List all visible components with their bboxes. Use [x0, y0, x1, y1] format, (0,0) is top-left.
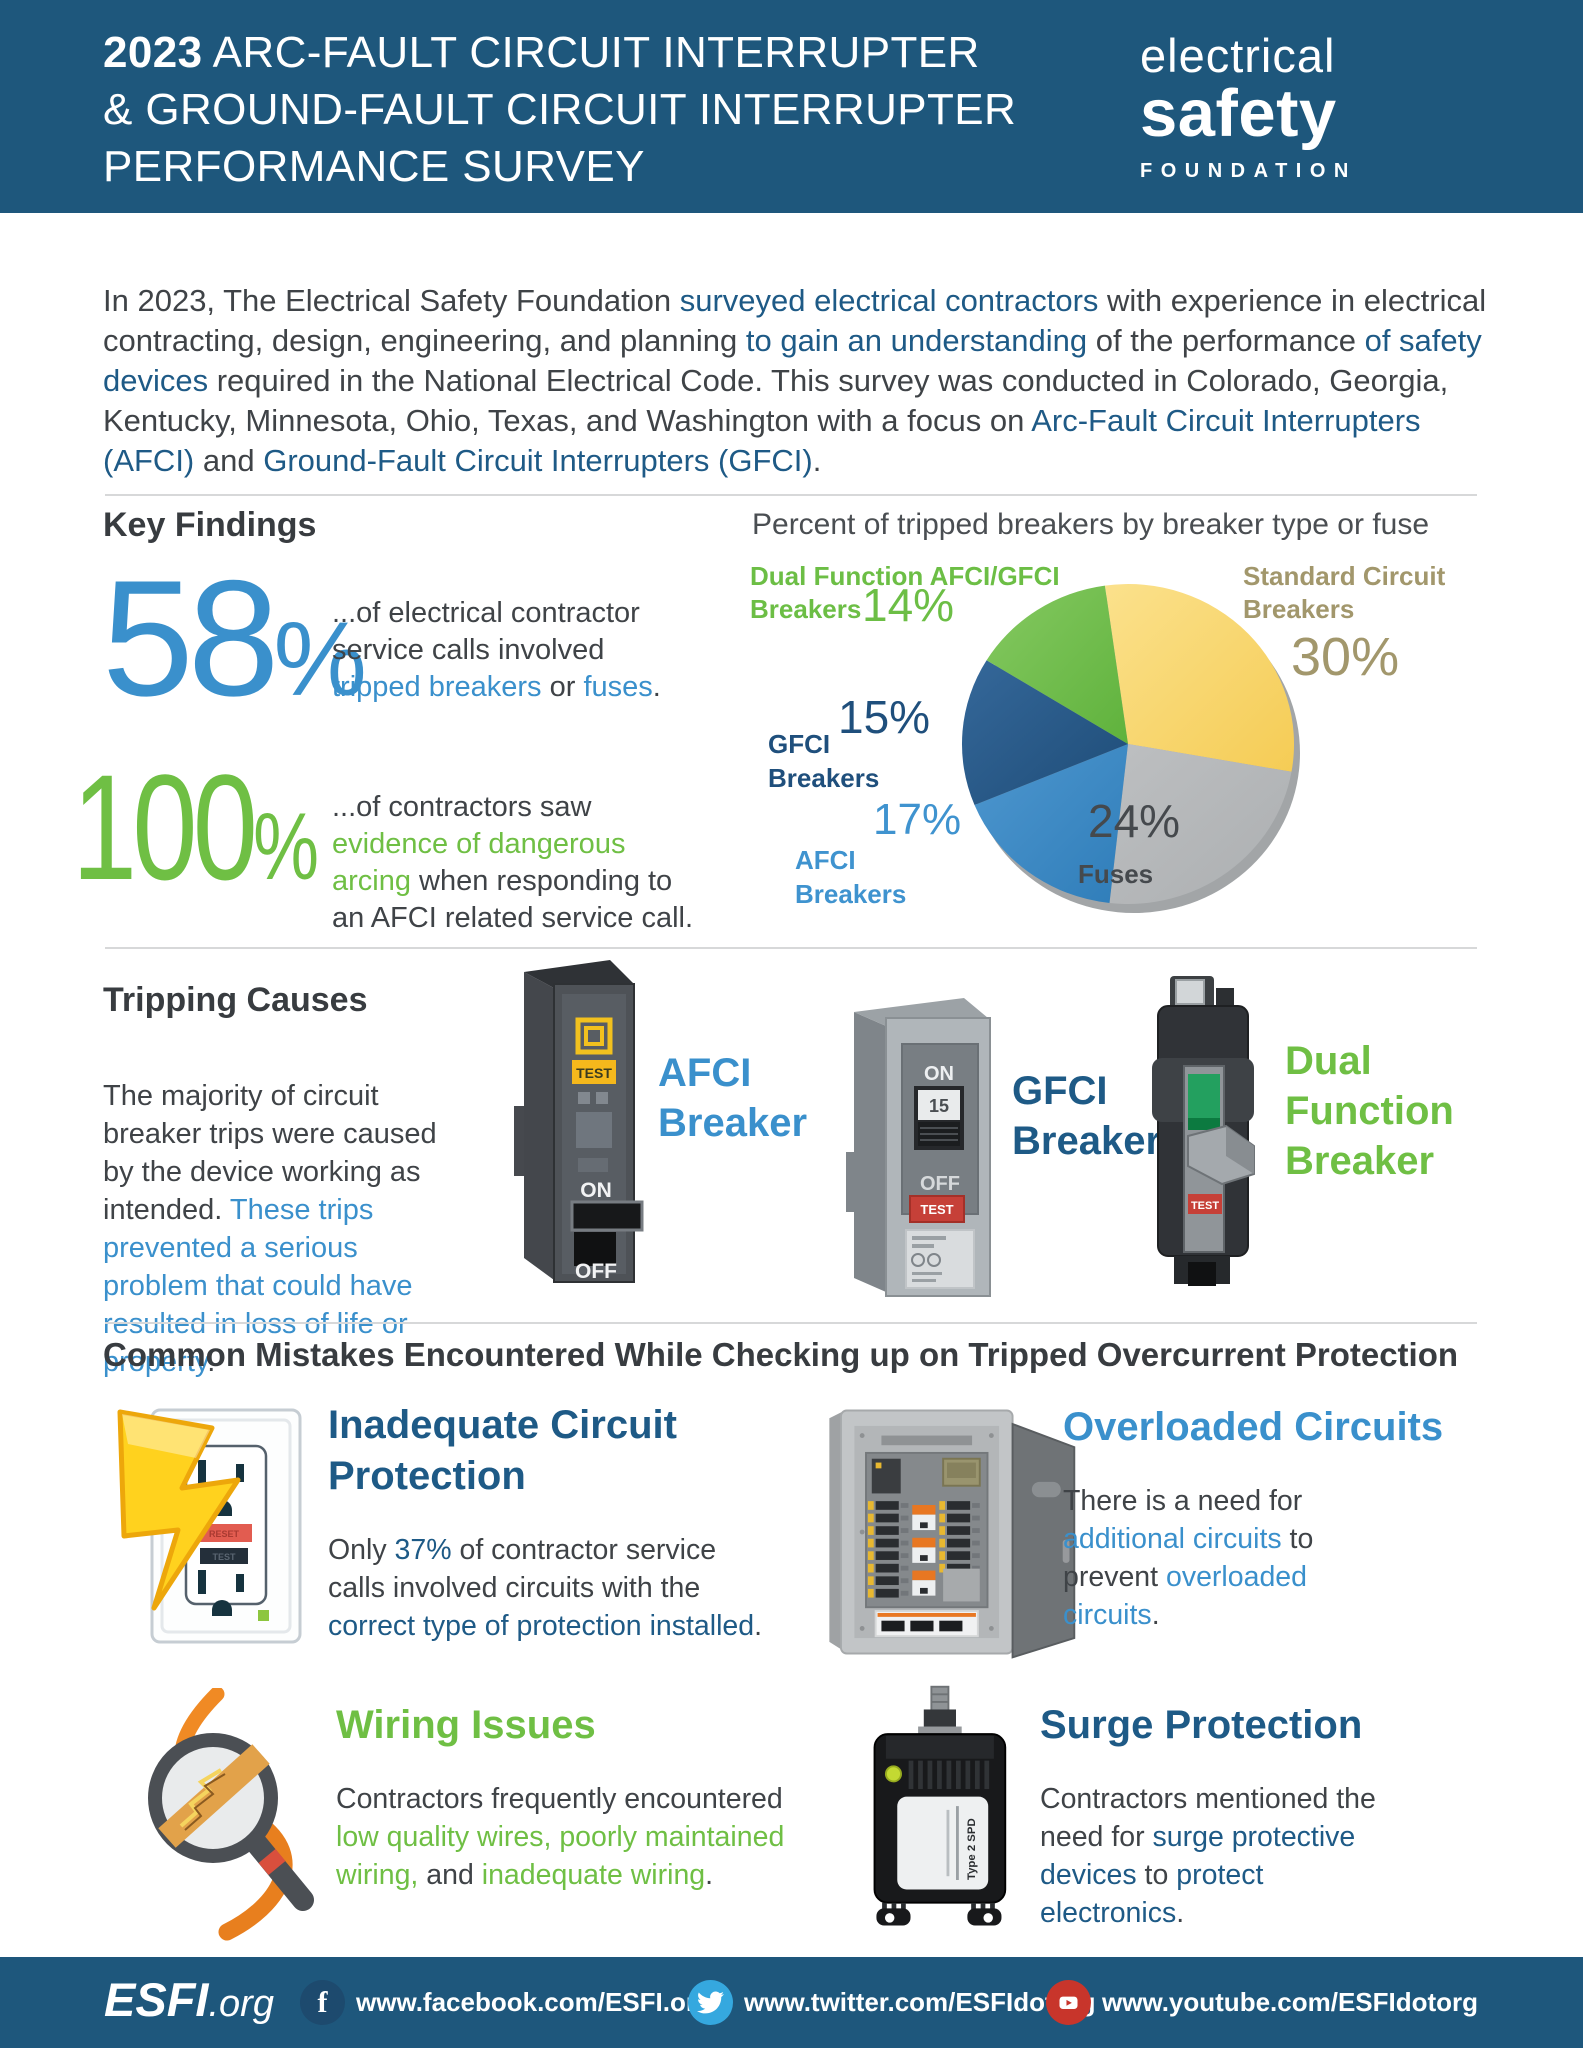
mistake-body: Contractors frequently encountered low q…	[336, 1782, 785, 1891]
outlet-test-label: TEST	[212, 1552, 236, 1562]
stat-58-caption: ...of electrical contractor service call…	[332, 597, 661, 703]
gfci-test-label: TEST	[920, 1202, 953, 1217]
esfi-logo: electrical safety FOUNDATION	[1140, 28, 1357, 183]
surge-device-icon: Type 2 SPD	[873, 1685, 1007, 1926]
mistake-body: Only 37% of contractor service calls inv…	[328, 1533, 763, 1642]
magnifier-wire-icon	[148, 1688, 314, 1941]
dual-function-breaker-label: Dual Function Breaker	[1285, 1039, 1454, 1183]
mistake-title: Surge Protection	[1040, 1703, 1363, 1747]
section-divider	[105, 494, 1477, 496]
title-line-1: ARC-FAULT CIRCUIT INTERRUPTER	[202, 28, 980, 77]
mistake-title: Inadequate Circuit Protection	[328, 1403, 677, 1498]
mistake-item-inadequate-protection: Inadequate Circuit Protection Only 37% o…	[328, 1400, 788, 1673]
gfci-breaker-label: GFCI Breaker	[1012, 1069, 1162, 1163]
mistake-title: Overloaded Circuits	[1063, 1405, 1444, 1449]
pie-slice-afci-breakers	[974, 744, 1128, 903]
pie-slice-dual-function-afci-gfci-breakers	[986, 585, 1128, 744]
intro-paragraph: In 2023, The Electrical Safety Foundatio…	[103, 283, 1487, 478]
panel-breaker-rows	[867, 1501, 980, 1598]
gfci-off-label: OFF	[920, 1173, 960, 1195]
mistake-item-surge-protection: Surge Protection Contractors mentioned t…	[1040, 1700, 1472, 1960]
stat-100-caption: ...of contractors saw evidence of danger…	[332, 791, 694, 934]
logo-word-safety: safety	[1140, 76, 1337, 151]
footer-youtube-link[interactable]: www.youtube.com/ESFIdotorg	[1046, 1957, 1478, 2048]
afci-breaker-illustration: TEST ON OFF	[514, 960, 644, 1283]
header-bar: 2023 ARC-FAULT CIRCUIT INTERRUPTER & GRO…	[0, 0, 1583, 213]
surge-led-indicator	[884, 1765, 902, 1783]
title-line-3: PERFORMANCE SURVEY	[103, 142, 645, 191]
pie-slice-gfci-breakers	[961, 660, 1128, 805]
lightning-outlet-icon: RESET TEST	[117, 1408, 302, 1644]
afci-breaker-label: AFCI Breaker	[658, 1051, 808, 1145]
logo-word-foundation: FOUNDATION	[1140, 160, 1357, 182]
footer-twitter-link[interactable]: www.twitter.com/ESFIdotorg	[688, 1957, 1096, 2048]
esfi-org-brand[interactable]: ESFI.org	[104, 1973, 274, 2026]
afci-on-label: ON	[580, 1179, 612, 1202]
page-title: 2023 ARC-FAULT CIRCUIT INTERRUPTER & GRO…	[103, 24, 1016, 195]
logo-word-electrical: electrical	[1140, 29, 1336, 82]
tripping-causes-paragraph: The majority of circuit breaker trips we…	[103, 1080, 437, 1378]
mistake-title: Wiring Issues	[336, 1703, 596, 1747]
facebook-icon: f	[300, 1980, 345, 2025]
key-findings-heading: Key Findings	[103, 506, 317, 544]
youtube-icon	[1046, 1980, 1091, 2025]
pie-chart	[961, 584, 1300, 913]
lightning-bolt-icon	[117, 1409, 241, 1611]
tripping-causes-heading: Tripping Causes	[103, 981, 368, 1019]
stat-100-percent: 100%	[72, 743, 320, 911]
gfci-rocker-label: 15	[929, 1096, 949, 1116]
gfci-on-label: ON	[924, 1063, 954, 1085]
title-line-2: & GROUND-FAULT CIRCUIT INTERRUPTER	[103, 85, 1017, 134]
twitter-icon	[688, 1980, 733, 2025]
dual-function-breaker-illustration: TEST	[1152, 976, 1255, 1286]
title-year: 2023	[103, 28, 203, 77]
surge-device-label: Type 2 SPD	[966, 1818, 978, 1880]
afci-off-label: OFF	[575, 1260, 617, 1283]
mistake-body: Contractors mentioned the need for surge…	[1040, 1782, 1376, 1929]
mistake-item-wiring-issues: Wiring Issues Contractors frequently enc…	[336, 1700, 818, 1922]
outlet-reset-label: RESET	[209, 1529, 240, 1539]
stat-58-percent: 58%	[102, 546, 367, 730]
afci-test-label: TEST	[576, 1065, 612, 1081]
dual-test-label: TEST	[1191, 1200, 1219, 1212]
section-divider	[105, 1322, 1477, 1324]
footer-facebook-link[interactable]: f www.facebook.com/ESFI.org	[300, 1957, 712, 2048]
pie-slice-standard-circuit-breakers	[1104, 584, 1295, 772]
pie-chart-title: Percent of tripped breakers by breaker t…	[752, 508, 1430, 541]
mistake-item-overloaded-circuits: Overloaded Circuits There is a need for …	[1063, 1402, 1495, 1662]
pie-slice-fuses	[1109, 744, 1292, 904]
mistake-body: There is a need for additional circuits …	[1063, 1484, 1314, 1631]
common-mistakes-heading: Common Mistakes Encountered While Checki…	[103, 1336, 1459, 1373]
electrical-panel-icon	[829, 1409, 1076, 1659]
footer-bar: ESFI.org f www.facebook.com/ESFI.org www…	[0, 1957, 1583, 2048]
gfci-breaker-illustration: ON 15 OFF TEST	[846, 998, 991, 1297]
section-divider	[105, 947, 1477, 949]
